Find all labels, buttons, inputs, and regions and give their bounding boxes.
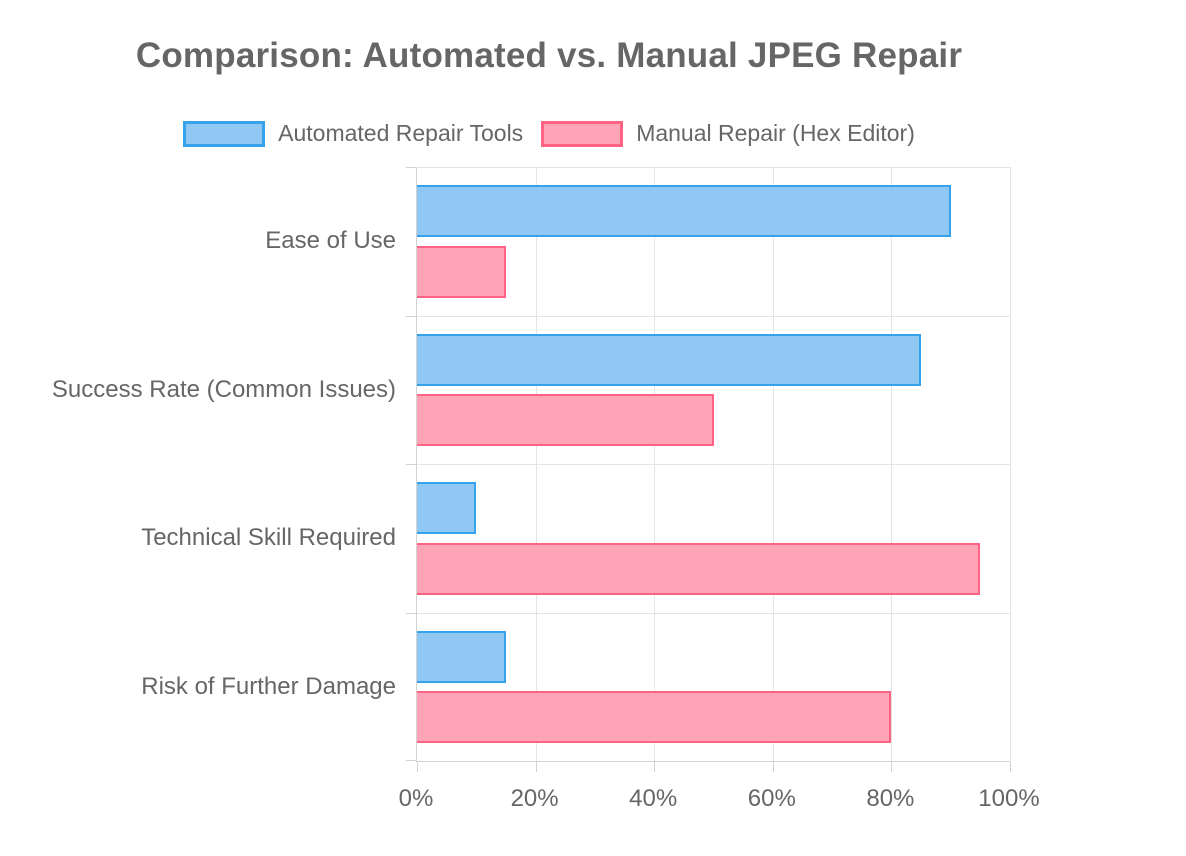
- category-label-ease-of-use: Ease of Use: [265, 227, 396, 255]
- x-axis-tick-mark: [417, 762, 418, 772]
- bar-manual-repair-hex-editor-risk-of-further-damage: [417, 691, 892, 743]
- bar-manual-repair-hex-editor-success-rate-common-issues: [417, 394, 714, 446]
- y-axis-tick-mark: [406, 464, 416, 465]
- x-tick-label-0: 0%: [398, 785, 434, 812]
- x-tick-label-20: 20%: [510, 785, 559, 812]
- plot-area: [406, 167, 1011, 772]
- legend-label: Manual Repair (Hex Editor): [636, 120, 915, 146]
- x-tick-label-40: 40%: [629, 785, 678, 812]
- horizontal-gridline: [417, 613, 1010, 614]
- legend-item-automated-repair-tools[interactable]: Automated Repair Tools: [183, 120, 523, 147]
- bar-automated-repair-tools-success-rate-common-issues: [417, 333, 922, 386]
- horizontal-gridline: [417, 316, 1010, 317]
- category-label-success-rate-common-issues: Success Rate (Common Issues): [51, 375, 396, 403]
- x-axis-tick-mark: [654, 762, 655, 772]
- horizontal-gridline: [417, 464, 1010, 465]
- y-axis-tick-mark: [406, 316, 416, 317]
- category-label-technical-skill-required: Technical Skill Required: [141, 524, 396, 552]
- legend-item-manual-repair-hex-editor[interactable]: Manual Repair (Hex Editor): [541, 120, 915, 147]
- y-axis-tick-mark: [406, 613, 416, 614]
- y-axis-tick-mark: [406, 760, 416, 761]
- vertical-gridline: [1010, 167, 1011, 761]
- chart-legend: Automated Repair Tools Manual Repair (Hex…: [0, 120, 1098, 147]
- legend-swatch-manual-repair-hex-editor: [541, 120, 624, 147]
- horizontal-gridline: [417, 167, 1010, 168]
- x-axis-tick-mark: [536, 762, 537, 772]
- x-axis-tick-mark: [773, 762, 774, 772]
- x-axis-tick-mark: [891, 762, 892, 772]
- x-tick-label-60: 60%: [747, 785, 796, 812]
- bar-automated-repair-tools-technical-skill-required: [417, 482, 477, 534]
- bar-automated-repair-tools-risk-of-further-damage: [417, 630, 506, 683]
- chart-title: Comparison: Automated vs. Manual JPEG Re…: [135, 36, 963, 75]
- category-label-risk-of-further-damage: Risk of Further Damage: [141, 672, 396, 700]
- x-tick-label-100: 100%: [978, 785, 1040, 812]
- x-axis-tick-mark: [1010, 762, 1011, 772]
- y-axis-tick-mark: [406, 167, 416, 168]
- bar-automated-repair-tools-ease-of-use: [417, 185, 951, 237]
- x-tick-label-80: 80%: [866, 785, 915, 812]
- legend-label: Automated Repair Tools: [278, 120, 524, 146]
- bar-manual-repair-hex-editor-technical-skill-required: [417, 542, 981, 595]
- legend-swatch-automated-repair-tools: [183, 120, 266, 147]
- bar-manual-repair-hex-editor-ease-of-use: [417, 245, 506, 298]
